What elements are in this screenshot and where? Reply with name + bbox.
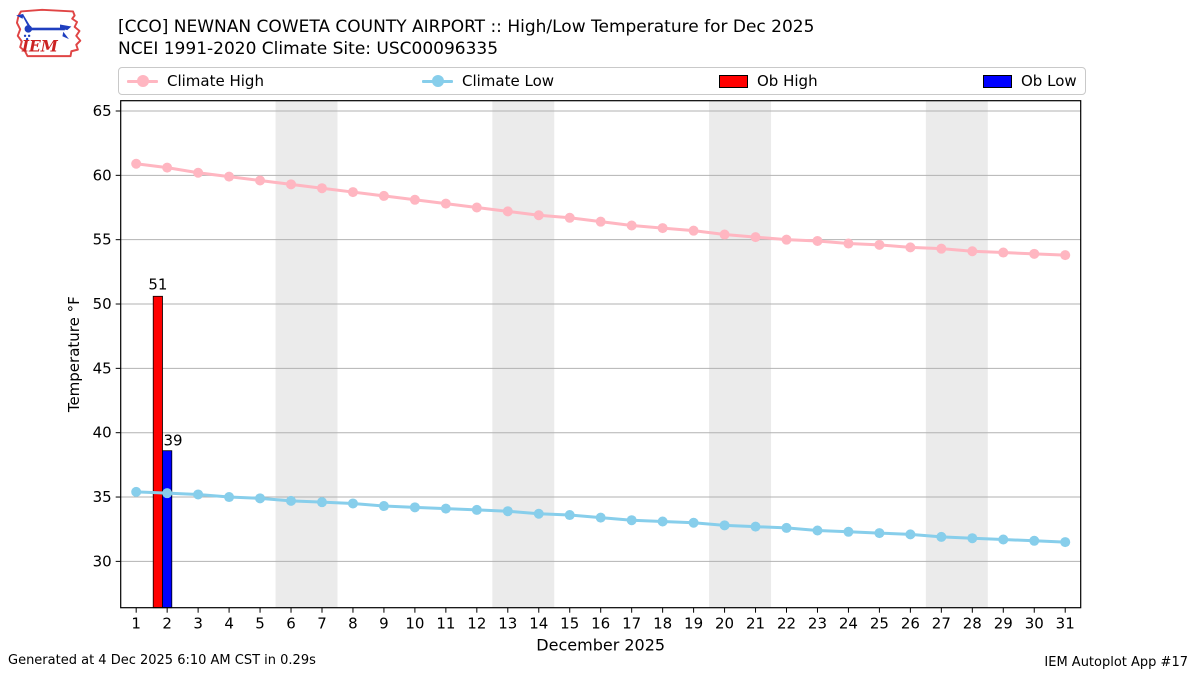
y-tick-label: 40 [93, 424, 112, 442]
iem-logo-text: IEM [21, 37, 59, 55]
legend-label: Climate High [167, 72, 264, 90]
x-tick-label: 15 [560, 615, 579, 633]
climate-low-line-swatch [422, 75, 453, 87]
x-tick-label: 27 [932, 615, 951, 633]
x-tick-label: 10 [405, 615, 424, 633]
climate-low-series [131, 486, 1071, 548]
page-subtitle: NCEI 1991-2020 Climate Site: USC00096335 [118, 39, 499, 59]
ob-low-bars: 39 [162, 432, 183, 609]
x-tick-label: 17 [622, 615, 641, 633]
y-tick-label: 45 [93, 359, 112, 377]
anemometer-icon [16, 13, 72, 41]
x-tick-label: 19 [684, 615, 703, 633]
x-tick-label: 29 [994, 615, 1013, 633]
footer-generated-at: Generated at 4 Dec 2025 6:10 AM CST in 0… [8, 653, 316, 668]
ob-low-patch-swatch [983, 74, 1012, 88]
x-tick-label: 31 [1056, 615, 1075, 633]
y-tick-label: 30 [93, 552, 112, 570]
climate-high-series [131, 158, 1071, 261]
climate-high-marker-icon [137, 75, 149, 87]
y-tick-label: 65 [93, 102, 112, 120]
y-tick-label: 60 [93, 166, 112, 184]
bar-value-label: 39 [164, 432, 183, 450]
x-tick-label: 24 [839, 615, 858, 633]
legend-item-climate-low: Climate Low [422, 68, 554, 94]
x-tick-label: 23 [808, 615, 827, 633]
legend-item-ob-high: Ob High [719, 68, 818, 94]
bar-value-label: 51 [148, 275, 167, 293]
legend-item-ob-low: Ob Low [983, 68, 1077, 94]
header: [CCO] NEWNAN COWETA COUNTY AIRPORT :: Hi… [118, 16, 814, 60]
y-axis-label: Temperature °F [65, 296, 83, 413]
x-tick-label: 9 [379, 615, 389, 633]
x-tick-label: 12 [467, 615, 486, 633]
iem-logo: IEM [15, 8, 82, 58]
x-tick-label: 28 [963, 615, 982, 633]
y-tick-label: 35 [93, 488, 112, 506]
x-axis: 1 2 3 4 5 6 7 8 9 10 11 12 13 14 15 16 17 18 19 20 21 22 23 24 2… [131, 607, 1075, 655]
climate-low-marker-icon [432, 75, 444, 87]
gridlines [120, 110, 1081, 562]
y-tick-label: 50 [93, 295, 112, 313]
climate-high-line-swatch [127, 75, 158, 87]
legend-label: Ob Low [1021, 72, 1077, 90]
x-tick-label: 11 [436, 615, 455, 633]
legend-item-climate-high: Climate High [127, 68, 264, 94]
x-tick-label: 5 [255, 615, 265, 633]
x-tick-label: 2 [162, 615, 172, 633]
legend-label: Ob High [757, 72, 818, 90]
page-title: [CCO] NEWNAN COWETA COUNTY AIRPORT :: Hi… [118, 17, 815, 37]
y-axis: 30 35 40 45 50 55 60 65 Temperature °F [65, 102, 121, 570]
x-tick-label: 8 [348, 615, 358, 633]
x-tick-label: 14 [529, 615, 548, 633]
x-tick-label: 20 [715, 615, 734, 633]
ob-high-patch-swatch [719, 74, 748, 88]
x-tick-label: 6 [286, 615, 296, 633]
x-tick-label: 16 [591, 615, 610, 633]
x-tick-label: 26 [901, 615, 920, 633]
x-axis-label: December 2025 [536, 636, 665, 655]
legend-label: Climate Low [462, 72, 555, 90]
x-tick-label: 21 [746, 615, 765, 633]
x-tick-label: 13 [498, 615, 517, 633]
x-tick-label: 3 [193, 615, 203, 633]
x-tick-label: 7 [317, 615, 327, 633]
x-tick-label: 30 [1025, 615, 1044, 633]
x-tick-label: 25 [870, 615, 889, 633]
y-tick-label: 55 [93, 231, 112, 249]
x-tick-label: 22 [777, 615, 796, 633]
footer-app-name: IEM Autoplot App #17 [1044, 655, 1188, 670]
x-tick-label: 4 [224, 615, 234, 633]
weekend-bands [275, 100, 988, 608]
iowa-outline-icon [15, 8, 82, 58]
x-tick-label: 1 [131, 615, 141, 633]
chart-legend: Climate High Climate Low Ob High Ob Low [118, 67, 1086, 95]
x-tick-label: 18 [653, 615, 672, 633]
